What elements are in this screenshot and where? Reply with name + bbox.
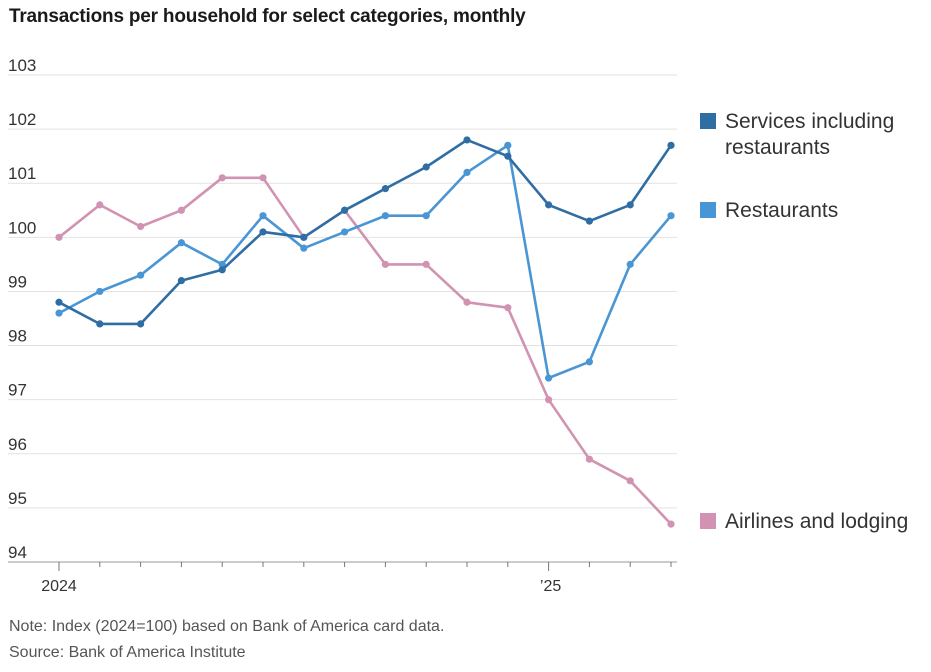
data-point bbox=[422, 260, 430, 268]
data-point bbox=[96, 201, 104, 209]
data-point bbox=[218, 266, 226, 274]
series-line bbox=[57, 138, 673, 326]
data-point bbox=[504, 304, 512, 312]
y-tick-label: 101 bbox=[8, 164, 36, 183]
y-tick-label: 95 bbox=[8, 489, 27, 508]
data-point bbox=[422, 212, 430, 220]
y-tick-label: 94 bbox=[8, 543, 27, 562]
data-point bbox=[341, 228, 349, 236]
y-tick-label: 102 bbox=[8, 110, 36, 129]
data-point bbox=[585, 217, 594, 225]
data-point bbox=[218, 174, 226, 182]
data-point bbox=[137, 271, 145, 279]
legend-swatch bbox=[700, 202, 716, 218]
data-point bbox=[177, 277, 185, 285]
data-point bbox=[545, 374, 553, 382]
data-point bbox=[381, 185, 389, 193]
data-point bbox=[545, 396, 553, 404]
x-tick-label: ’25 bbox=[540, 578, 561, 595]
data-point bbox=[667, 141, 675, 149]
data-point bbox=[177, 206, 185, 214]
series-line bbox=[57, 144, 673, 380]
data-point bbox=[218, 260, 226, 268]
data-point bbox=[55, 233, 63, 241]
data-point bbox=[381, 212, 389, 220]
legend-swatch bbox=[700, 513, 716, 529]
data-point bbox=[585, 455, 594, 463]
y-tick-label: 96 bbox=[8, 435, 27, 454]
y-tick-label: 97 bbox=[8, 381, 27, 400]
data-point bbox=[55, 298, 63, 306]
data-point bbox=[177, 239, 185, 247]
y-tick-label: 100 bbox=[8, 218, 36, 237]
data-point bbox=[55, 309, 63, 317]
data-point bbox=[504, 141, 512, 149]
data-point bbox=[341, 206, 349, 214]
data-point bbox=[259, 228, 267, 236]
data-point bbox=[422, 163, 430, 171]
data-point bbox=[463, 136, 471, 144]
legend-label: Restaurants bbox=[725, 199, 838, 222]
y-tick-label: 103 bbox=[8, 56, 36, 75]
x-axis: 2024 ’25 bbox=[8, 561, 677, 595]
data-point bbox=[300, 244, 308, 252]
y-tick-label: 99 bbox=[8, 272, 27, 291]
chart-source: Source: Bank of America Institute bbox=[9, 644, 246, 661]
data-point bbox=[504, 152, 512, 160]
y-axis-tick-labels: 103 102 101 100 99 98 97 96 95 94 bbox=[8, 56, 36, 562]
data-point bbox=[259, 212, 267, 220]
legend-label: Services including restaurants bbox=[725, 110, 894, 159]
legend: Services including restaurants Restaurants… bbox=[700, 110, 908, 533]
data-point bbox=[96, 320, 104, 328]
data-point bbox=[667, 212, 675, 220]
data-point bbox=[381, 260, 389, 268]
data-point bbox=[545, 201, 553, 209]
chart-note: Note: Index (2024=100) based on Bank of … bbox=[9, 618, 445, 635]
chart-title: Transactions per household for select ca… bbox=[9, 6, 526, 27]
legend-label: Airlines and lodging bbox=[725, 510, 908, 533]
series-line bbox=[57, 176, 673, 526]
data-point bbox=[96, 287, 104, 296]
gridlines bbox=[8, 74, 677, 509]
y-tick-label: 98 bbox=[8, 327, 27, 346]
series-group bbox=[55, 136, 675, 528]
data-point bbox=[626, 477, 634, 485]
data-point bbox=[259, 174, 267, 182]
data-point bbox=[585, 358, 594, 366]
x-tick-label: 2024 bbox=[41, 578, 77, 595]
data-point bbox=[667, 520, 675, 528]
data-point bbox=[463, 168, 471, 176]
data-point bbox=[137, 320, 145, 328]
data-point bbox=[626, 201, 634, 209]
data-point bbox=[626, 260, 634, 268]
data-point bbox=[137, 222, 145, 231]
data-point bbox=[300, 233, 308, 241]
data-point bbox=[463, 298, 471, 306]
legend-swatch bbox=[700, 113, 716, 129]
